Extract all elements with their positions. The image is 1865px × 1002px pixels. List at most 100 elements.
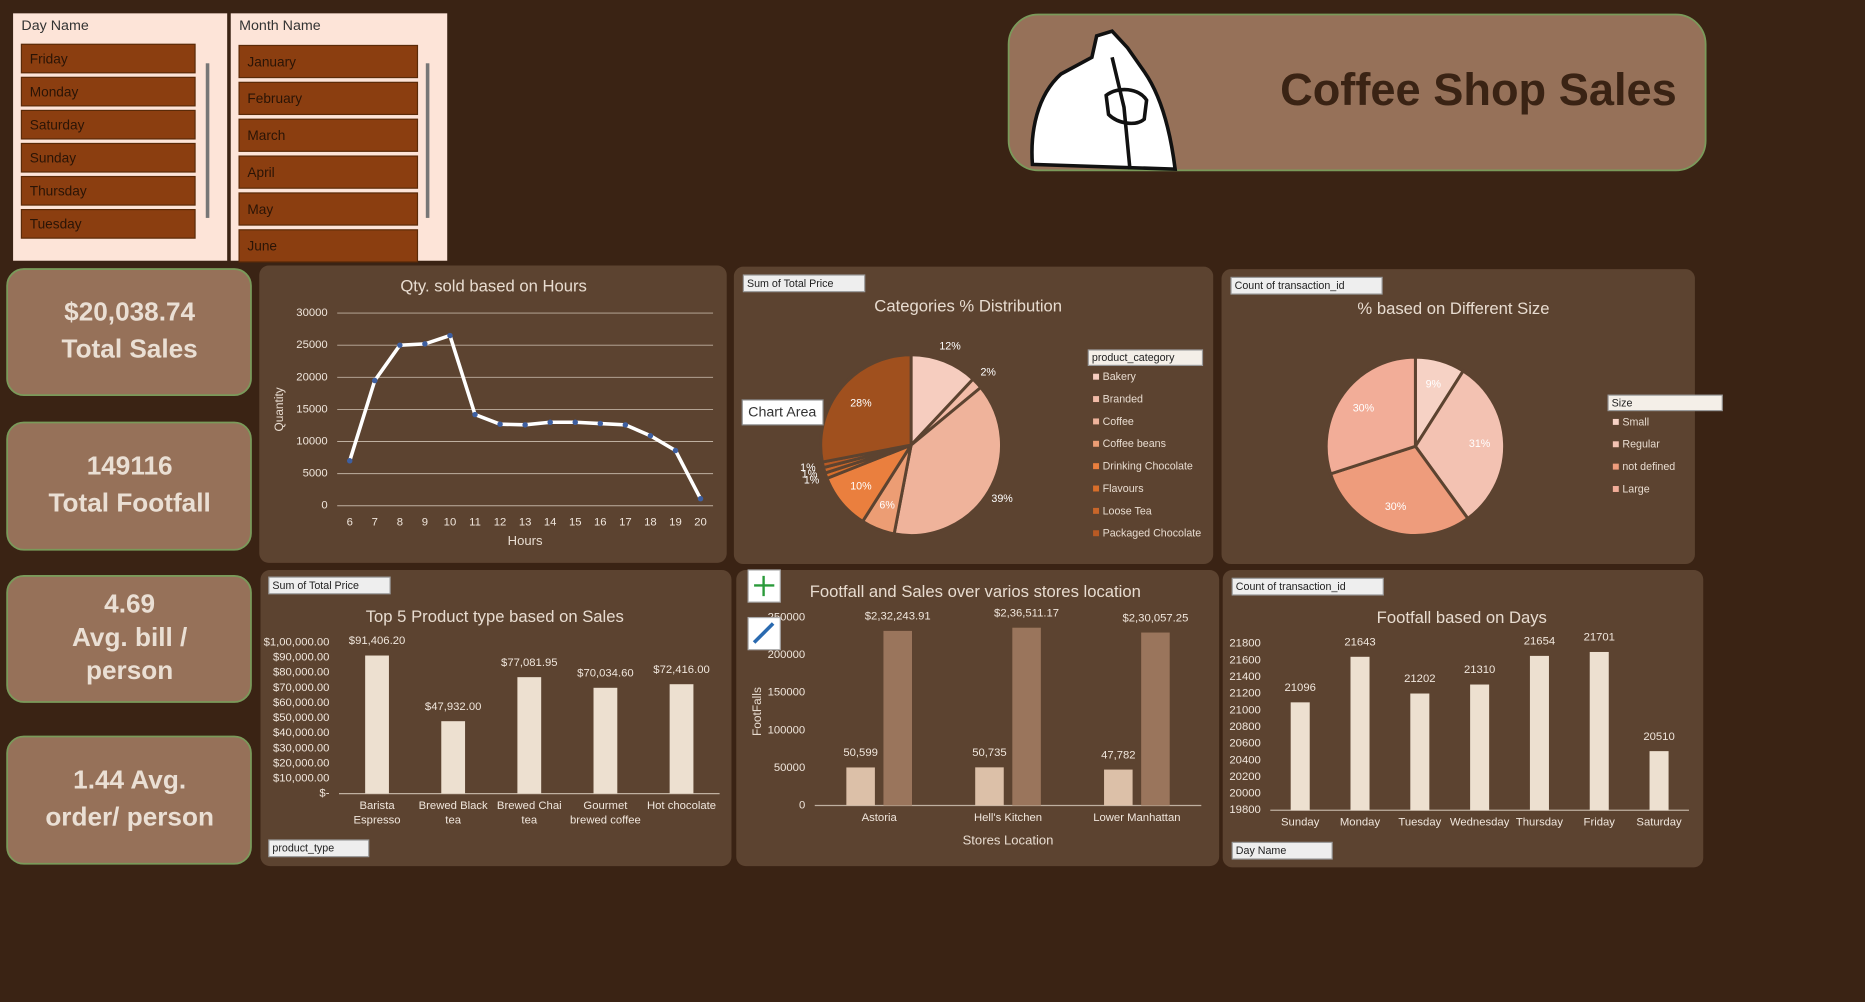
- y-tick-label: 0: [321, 500, 327, 512]
- field-button[interactable]: [742, 274, 866, 293]
- slicer-item-label[interactable]: Sunday: [30, 151, 76, 166]
- slicer-item[interactable]: [238, 192, 419, 226]
- y-tick-label: 200000: [768, 649, 806, 661]
- filter-button-label[interactable]: Day Name: [1236, 845, 1287, 857]
- bar: [883, 630, 913, 806]
- data-label: $72,416.00: [653, 664, 709, 676]
- x-tick-label-box: Gourmet brewed coffee: [570, 800, 641, 827]
- filter-button-label[interactable]: product_type: [272, 843, 334, 855]
- tooltip-box: [741, 399, 824, 426]
- legend-swatch: [1093, 396, 1100, 403]
- data-label: 21654: [1524, 636, 1555, 648]
- x-tick-label: 13: [519, 516, 532, 528]
- legend-swatch: [1093, 418, 1100, 425]
- point: [697, 495, 704, 502]
- y-tick-label: 21000: [1229, 704, 1260, 716]
- slicer-item[interactable]: [20, 43, 196, 74]
- y-tick-label: 150000: [768, 687, 806, 699]
- field-button[interactable]: [1231, 577, 1384, 596]
- chart-title: Qty. sold based on Hours: [400, 276, 587, 295]
- y-tick-label: $80,000.00: [273, 667, 329, 679]
- point: [447, 332, 453, 339]
- legend-label: Flavours: [1103, 483, 1144, 495]
- bar: [1649, 751, 1669, 811]
- y-tick-label: 10000: [296, 436, 327, 448]
- kpi-card: [6, 421, 252, 551]
- legend-label: Large: [1622, 483, 1649, 495]
- x-tick-label: Tuesday: [1398, 816, 1442, 830]
- field-button-label[interactable]: Sum of Total Price: [272, 580, 359, 592]
- field-button-label[interactable]: Sum of Total Price: [747, 278, 834, 290]
- slicer-item-label[interactable]: January: [247, 54, 296, 69]
- bar: [517, 677, 542, 794]
- bar: [669, 684, 694, 794]
- slicer-item[interactable]: [238, 229, 419, 263]
- slicer-item[interactable]: [238, 81, 419, 116]
- kpi-text: 149116: [87, 451, 173, 481]
- point: [346, 458, 353, 464]
- legend-swatch: [1612, 463, 1619, 470]
- filter-button[interactable]: [268, 839, 370, 858]
- legend-header-box[interactable]: [1607, 394, 1723, 412]
- slicer-item[interactable]: [238, 155, 419, 189]
- slicer-item[interactable]: [20, 208, 196, 239]
- x-tick-label: 10: [444, 516, 457, 528]
- x-tick-label: 8: [397, 516, 403, 528]
- slicer-item-label[interactable]: May: [247, 202, 273, 217]
- slicer-item-label[interactable]: Friday: [30, 51, 68, 66]
- slicer-item-label[interactable]: June: [247, 239, 277, 254]
- field-button-label[interactable]: Count of transaction_id: [1235, 280, 1345, 292]
- x-tick-label: Hell's Kitchen: [973, 811, 1043, 825]
- data-label: $2,32,243.91: [865, 611, 931, 623]
- slicer-item-label[interactable]: March: [247, 128, 285, 143]
- legend-header[interactable]: product_category: [1092, 352, 1175, 364]
- legend-label: Small: [1622, 416, 1649, 428]
- x-tick-label: 17: [619, 516, 632, 528]
- point: [372, 377, 378, 384]
- slicer-item-label[interactable]: Tuesday: [30, 217, 82, 232]
- y-axis-label: FootFalls: [750, 687, 764, 736]
- data-label: $77,081.95: [501, 657, 557, 669]
- slicer-item[interactable]: [20, 109, 196, 140]
- y-tick-label: $10,000.00: [273, 772, 329, 784]
- field-button[interactable]: [268, 576, 391, 595]
- data-label: 21096: [1285, 682, 1316, 694]
- x-tick-label: 9: [422, 516, 428, 528]
- kpi-card: [6, 575, 252, 703]
- field-button-label[interactable]: Count of transaction_id: [1236, 581, 1346, 593]
- slicer-item[interactable]: [20, 175, 196, 206]
- slicer-item-label[interactable]: Thursday: [30, 184, 87, 199]
- y-tick-label: 21600: [1229, 654, 1260, 666]
- legend-header[interactable]: Size: [1612, 397, 1633, 409]
- slicer-item-label[interactable]: April: [247, 165, 274, 180]
- legend-label: Regular: [1622, 439, 1660, 451]
- data-label: 47,782: [1101, 749, 1136, 761]
- x-tick-label: 18: [644, 516, 657, 528]
- field-button[interactable]: [1230, 276, 1383, 295]
- x-tick-label-box: Tuesday: [1398, 816, 1442, 830]
- slicer-item-label[interactable]: February: [247, 91, 302, 106]
- filter-button[interactable]: [1231, 841, 1333, 860]
- data-label: 21643: [1344, 637, 1375, 649]
- y-tick-label: $60,000.00: [273, 697, 329, 709]
- chart-title: % based on Different Size: [1357, 299, 1549, 318]
- legend-header-box[interactable]: [1087, 349, 1204, 367]
- y-tick-label: 19800: [1229, 804, 1260, 816]
- slicer-item-label[interactable]: Saturday: [30, 117, 85, 132]
- data-label: $2,36,511.17: [994, 607, 1059, 619]
- data-label: 21310: [1464, 664, 1495, 676]
- y-tick-label: $1,00,000.00: [264, 637, 330, 649]
- slicer-item-label[interactable]: Monday: [30, 84, 79, 99]
- x-tick-label: Saturday: [1636, 816, 1682, 830]
- slicer-item[interactable]: [238, 118, 419, 152]
- kpi-text: Total Footfall: [49, 487, 211, 517]
- slicer-item[interactable]: [20, 76, 196, 107]
- legend-label: Branded: [1103, 393, 1143, 405]
- slicer-item[interactable]: [238, 44, 419, 79]
- kpi-card: [6, 735, 252, 865]
- data-label: 50,735: [972, 747, 1007, 759]
- slicer-item[interactable]: [20, 142, 196, 173]
- y-tick-label: 5000: [303, 468, 328, 480]
- bar: [1141, 632, 1170, 806]
